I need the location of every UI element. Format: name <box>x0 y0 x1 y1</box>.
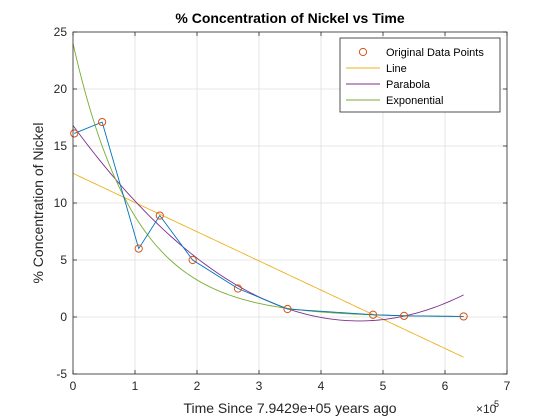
x-tick-label: 3 <box>256 379 263 393</box>
legend-label: Exponential <box>386 95 444 107</box>
legend-label: Line <box>386 63 407 75</box>
x-axis-label: Time Since 7.9429e+05 years ago <box>183 400 396 416</box>
data-point <box>283 304 292 314</box>
y-tick-label: 25 <box>54 25 68 39</box>
data-point <box>459 312 468 321</box>
x-axis-exponent-base: ×10 <box>476 402 497 416</box>
legend: Original Data Points Line Parabola Exponent… <box>339 37 501 113</box>
x-tick-label: 5 <box>380 379 387 393</box>
x-tick-label: 0 <box>70 379 77 393</box>
data-point <box>70 129 79 138</box>
data-point <box>155 211 164 220</box>
data-point <box>188 255 197 265</box>
data-point <box>134 244 143 253</box>
x-tick-label: 6 <box>442 379 449 393</box>
legend-marker-circle <box>358 47 368 57</box>
y-axis-label: % Concentration of Nickel <box>30 122 46 283</box>
data-series <box>70 117 468 321</box>
data-point <box>233 284 243 293</box>
y-tick-label: 10 <box>54 196 68 210</box>
data-point <box>98 117 107 127</box>
x-tick-label: 2 <box>194 379 201 393</box>
data-point <box>368 310 378 319</box>
data-connecting-line <box>74 121 464 317</box>
x-tick-label: 4 <box>318 379 325 393</box>
y-tick-label: 5 <box>60 253 67 267</box>
y-tick-label: 0 <box>60 310 67 324</box>
x-tick-label: 1 <box>132 379 139 393</box>
data-point <box>399 311 409 320</box>
legend-label: Original Data Points <box>386 47 484 59</box>
y-tick-label: 20 <box>54 82 68 96</box>
legend-label: Parabola <box>386 79 431 91</box>
x-tick-label: 7 <box>504 379 511 393</box>
x-axis-exponent-power: 5 <box>494 399 499 409</box>
y-tick-label: -5 <box>56 367 67 381</box>
x-axis-exponent: ×10 5 <box>476 399 499 416</box>
chart-title: % Concentration of Nickel vs Time <box>175 10 404 26</box>
y-tick-label: 15 <box>54 139 68 153</box>
